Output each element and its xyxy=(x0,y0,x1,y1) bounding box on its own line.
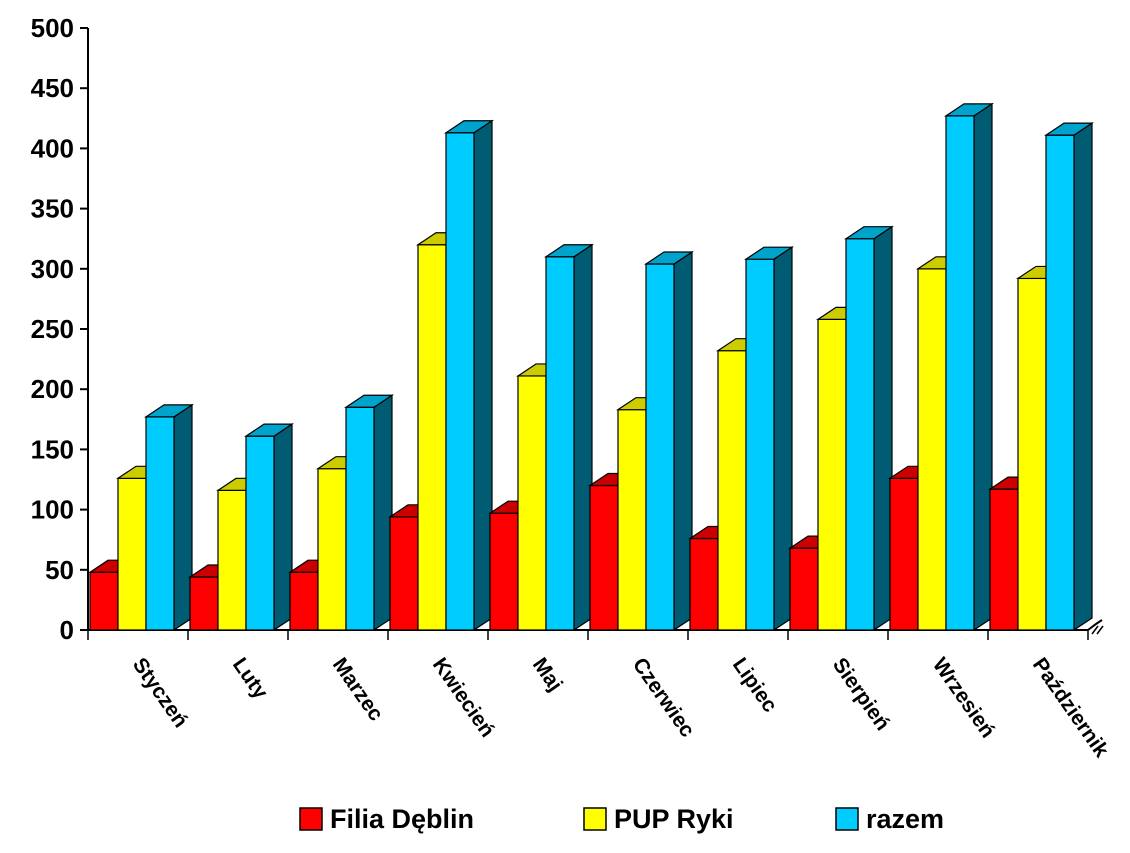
bar xyxy=(245,435,275,631)
bar xyxy=(889,477,919,631)
y-tick-label: 250 xyxy=(31,314,74,344)
x-tick-label: Luty xyxy=(228,654,272,704)
bar xyxy=(345,406,375,631)
x-axis-depth-edge xyxy=(1087,619,1103,631)
x-tick-label: Wrzesień xyxy=(928,654,1000,742)
bar xyxy=(1017,277,1047,631)
bar-top xyxy=(444,120,494,134)
x-tick-label: Maj xyxy=(528,654,567,696)
bar-side xyxy=(1073,122,1093,632)
bar xyxy=(317,468,347,631)
bar xyxy=(89,571,119,631)
bar-top xyxy=(544,244,594,258)
y-tick-label: 500 xyxy=(31,13,74,43)
legend-swatch xyxy=(299,807,323,831)
y-tick-label: 200 xyxy=(31,374,74,404)
x-tick-label: Lipiec xyxy=(728,654,782,717)
bar xyxy=(445,132,475,631)
bar xyxy=(645,263,675,631)
x-tick-label: Październik xyxy=(1028,654,1113,762)
bar xyxy=(945,115,975,631)
x-tick-label: Czerwiec xyxy=(628,654,699,742)
y-tick-label: 50 xyxy=(45,555,74,585)
bar xyxy=(745,258,775,631)
bar xyxy=(545,256,575,631)
legend-label: razem xyxy=(866,804,944,834)
legend-label: PUP Ryki xyxy=(614,804,734,834)
bars xyxy=(88,102,1094,632)
bar xyxy=(145,416,175,631)
legend-swatch xyxy=(583,807,607,831)
bar-side xyxy=(673,250,693,632)
bar xyxy=(217,489,247,631)
bar xyxy=(717,350,747,631)
bar-side xyxy=(973,102,993,632)
bar xyxy=(189,576,219,631)
bar-side xyxy=(273,423,293,632)
y-tick-label: 450 xyxy=(31,73,74,103)
legend: Filia Dęblin PUP Ryki razem xyxy=(299,804,944,834)
bar-top xyxy=(344,394,394,408)
x-tick-label: Kwiecień xyxy=(428,654,499,742)
bar-top xyxy=(1044,122,1094,136)
y-tick-label: 350 xyxy=(31,194,74,224)
y-tick-label: 400 xyxy=(31,133,74,163)
x-axis-labels: Styczeń Luty Marzec Kwiecień Maj Czerwiec Lipi… xyxy=(128,654,1113,762)
bar xyxy=(989,488,1019,631)
bar xyxy=(917,268,947,631)
bar-side xyxy=(773,246,793,632)
y-tick-label: 100 xyxy=(31,495,74,525)
y-tick-label: 0 xyxy=(60,615,74,645)
bar-side xyxy=(573,243,593,632)
bar xyxy=(517,375,547,631)
legend-swatch xyxy=(835,807,859,831)
legend-label: Filia Dęblin xyxy=(330,804,474,834)
x-tick-label: Styczeń xyxy=(128,654,192,732)
bar xyxy=(1045,134,1075,631)
y-tick-label: 300 xyxy=(31,254,74,284)
bar xyxy=(117,477,147,631)
bar xyxy=(289,571,319,631)
x-tick-label: Marzec xyxy=(328,654,388,726)
axis-break-mark xyxy=(1091,625,1099,635)
bar-side xyxy=(473,119,493,632)
axis-break-mark xyxy=(1096,625,1104,635)
bar xyxy=(817,318,847,631)
bar xyxy=(845,238,875,631)
bar-top xyxy=(844,226,894,240)
bar-top xyxy=(644,251,694,265)
y-axis-ticks: 0 50 100 150 200 250 300 350 400 450 500 xyxy=(31,13,88,645)
x-tick-label: Sierpień xyxy=(828,654,894,735)
bar xyxy=(789,547,819,631)
bar-side xyxy=(873,225,893,632)
bar xyxy=(689,537,719,631)
bar-top xyxy=(244,423,294,437)
bar xyxy=(589,484,619,631)
bar xyxy=(617,409,647,631)
bar-side xyxy=(373,394,393,632)
bar-top xyxy=(744,246,794,260)
bar xyxy=(417,244,447,631)
bar xyxy=(389,516,419,631)
bar-side xyxy=(173,403,193,632)
y-tick-label: 150 xyxy=(31,434,74,464)
bar-top xyxy=(144,404,194,418)
bar xyxy=(489,512,519,631)
bar-top xyxy=(944,103,994,117)
